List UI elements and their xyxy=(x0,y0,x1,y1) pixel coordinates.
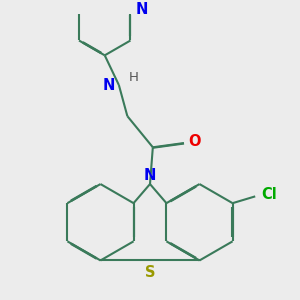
Text: H: H xyxy=(129,71,139,85)
Text: O: O xyxy=(188,134,201,149)
Text: N: N xyxy=(144,168,156,183)
Text: N: N xyxy=(136,2,148,17)
Text: S: S xyxy=(145,265,155,280)
Text: N: N xyxy=(102,77,115,92)
Text: Cl: Cl xyxy=(261,187,277,202)
